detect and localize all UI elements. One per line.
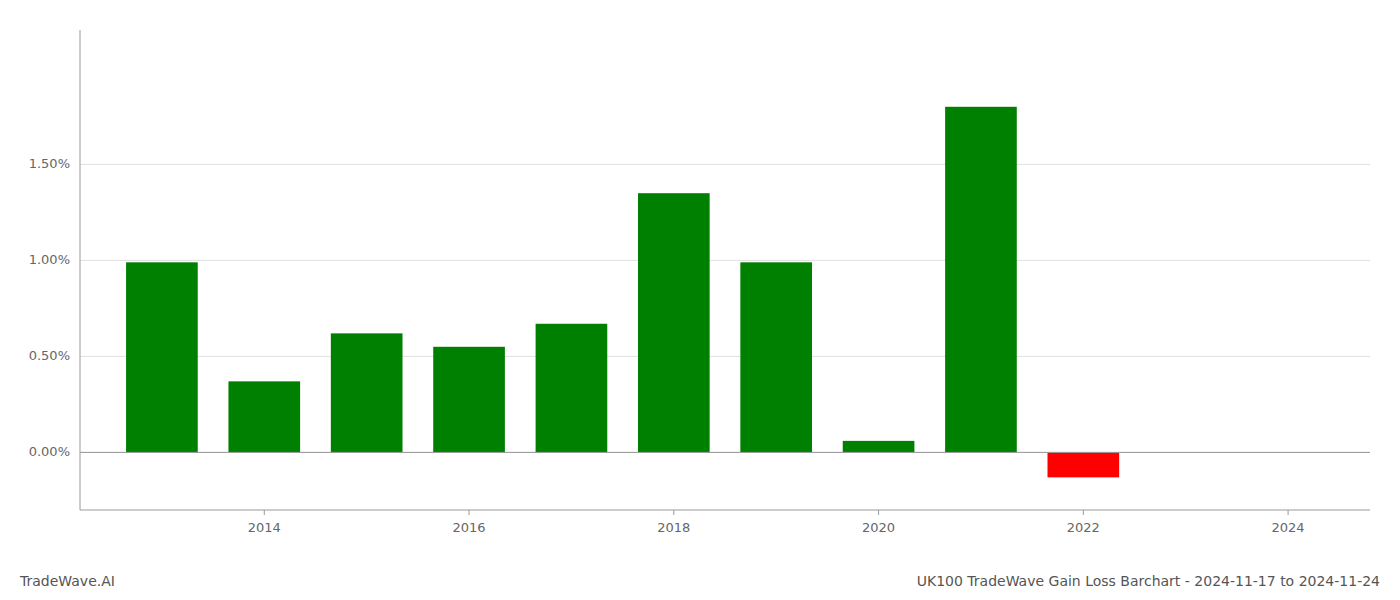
grid-line	[80, 356, 1370, 357]
bar	[331, 333, 403, 452]
x-axis-line	[80, 510, 1370, 511]
bar	[945, 107, 1017, 453]
y-tick-label: 1.50%	[29, 156, 70, 171]
watermark: TradeWave.AI	[19, 573, 115, 589]
y-tick-label: 1.00%	[29, 252, 70, 267]
x-tick-label: 2020	[862, 520, 895, 535]
bar	[740, 262, 812, 452]
x-tick-label: 2022	[1067, 520, 1100, 535]
x-tick-label: 2018	[657, 520, 690, 535]
bar	[638, 193, 710, 452]
grid-line	[80, 164, 1370, 165]
bar	[433, 347, 505, 453]
bar	[1048, 452, 1120, 477]
x-tick	[673, 510, 674, 515]
bar	[126, 262, 198, 452]
grid-line	[80, 452, 1370, 453]
x-tick-label: 2016	[453, 520, 486, 535]
x-tick-label: 2014	[248, 520, 281, 535]
zero-line	[80, 452, 1370, 453]
chart-container: 0.00% 0.50% 1.00% 1.50% 2014 2016 2018 2020 2022…	[0, 0, 1400, 600]
x-tick	[469, 510, 470, 515]
x-tick	[1083, 510, 1084, 515]
grid-line	[80, 260, 1370, 261]
x-tick	[264, 510, 265, 515]
chart: 0.00% 0.50% 1.00% 1.50% 2014 2016 2018 2020 2022…	[0, 0, 1400, 600]
bar	[536, 324, 608, 453]
y-tick-label: 0.00%	[29, 444, 70, 459]
grid	[80, 164, 1370, 452]
x-tick	[1288, 510, 1289, 515]
x-tick-label: 2024	[1272, 520, 1305, 535]
x-tick	[878, 510, 879, 515]
bar	[228, 381, 300, 452]
y-axis-line	[80, 30, 81, 510]
y-tick-label: 0.50%	[29, 348, 70, 363]
bar	[843, 441, 915, 453]
title: UK100 TradeWave Gain Loss Barchart - 202…	[917, 573, 1380, 589]
bars	[126, 107, 1119, 478]
